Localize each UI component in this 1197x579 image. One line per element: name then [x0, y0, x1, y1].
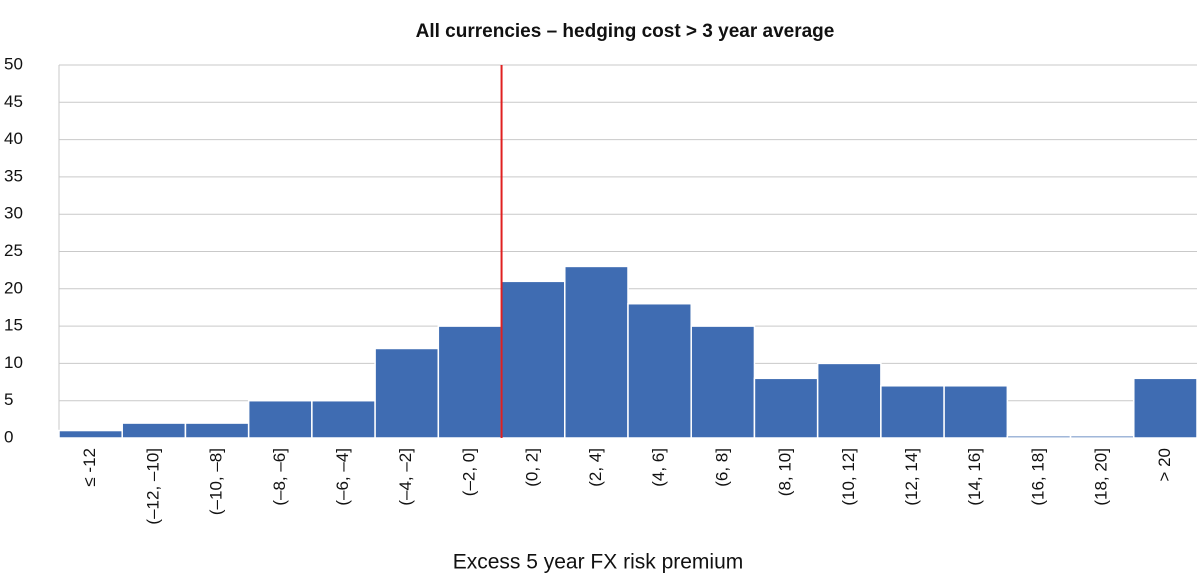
bar — [690, 325, 756, 439]
x-tick-label: (–10, –8] — [207, 448, 226, 515]
bar — [880, 385, 945, 439]
y-tick-label: 30 — [4, 204, 23, 223]
x-tick-label: (6, 8] — [712, 448, 731, 487]
bar — [1006, 435, 1072, 439]
x-tick-label: (–8, –6] — [270, 448, 289, 506]
x-tick-label: (4, 6] — [649, 448, 668, 487]
y-tick-label: 20 — [4, 278, 23, 297]
bar — [943, 385, 1009, 439]
x-tick-label: (16, 18] — [1028, 448, 1047, 506]
x-tick-label: (8, 10] — [776, 448, 795, 496]
y-tick-label: 5 — [4, 390, 13, 409]
bar — [374, 347, 440, 439]
x-axis-label: Excess 5 year FX risk premium — [453, 551, 744, 574]
bar — [1069, 435, 1135, 439]
x-tick-label: (–2, 0] — [459, 448, 478, 496]
x-tick-label: (0, 2] — [523, 448, 542, 487]
y-tick-label: 10 — [4, 353, 23, 372]
y-tick-label: 35 — [4, 166, 23, 185]
x-tick-label: (18, 20] — [1092, 448, 1111, 506]
x-tick-label: > 20 — [1155, 448, 1174, 482]
y-tick-label: 40 — [4, 129, 23, 148]
bar — [58, 429, 123, 439]
bar — [500, 280, 566, 439]
x-tick-label: (–4, –2] — [396, 448, 415, 506]
y-tick-label: 25 — [4, 241, 23, 260]
bar — [184, 422, 250, 439]
y-tick-label: 45 — [4, 92, 23, 111]
x-tick-label: ≤ -12 — [80, 448, 99, 487]
x-tick-label: (–12, –10] — [143, 448, 162, 525]
x-tick-label: (10, 12] — [839, 448, 858, 506]
bar — [247, 399, 313, 439]
chart-title: All currencies – hedging cost > 3 year a… — [416, 21, 835, 42]
bar — [121, 422, 187, 439]
x-tick-label: (14, 16] — [965, 448, 984, 506]
bar — [816, 362, 882, 439]
bar — [437, 325, 503, 439]
bar — [627, 302, 692, 439]
x-tick-label: (12, 14] — [902, 448, 921, 506]
bar — [753, 377, 819, 439]
bar — [564, 265, 629, 439]
y-tick-label: 50 — [4, 54, 23, 73]
y-tick-label: 0 — [4, 427, 13, 446]
bar — [311, 399, 376, 439]
x-tick-label: (–6, –4] — [333, 448, 352, 506]
y-tick-label: 15 — [4, 316, 23, 335]
x-tick-label: (2, 4] — [586, 448, 605, 487]
bar — [1133, 377, 1197, 439]
